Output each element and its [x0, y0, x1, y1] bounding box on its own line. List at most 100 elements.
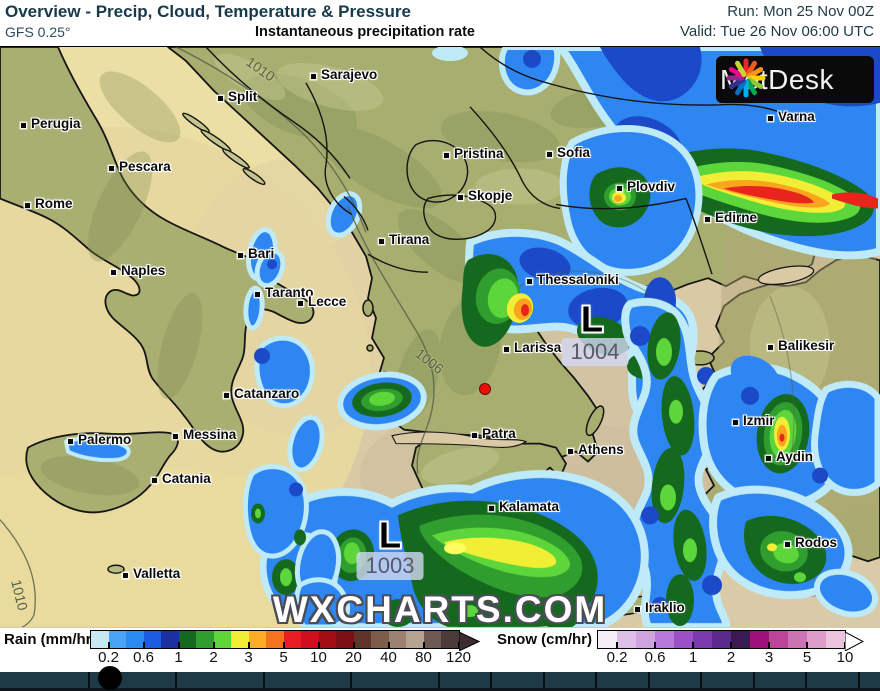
city-label: Aydin: [776, 449, 813, 464]
city-label: Plovdiv: [627, 179, 676, 194]
timeline-step-divider[interactable]: [700, 672, 702, 688]
legend-tick-label: 1: [688, 649, 698, 666]
page-title: Overview - Precip, Cloud, Temperature & …: [5, 2, 411, 21]
legend-tick: [806, 642, 808, 648]
timeline-step-divider[interactable]: [175, 672, 177, 688]
model-label: GFS 0.25°: [5, 24, 71, 40]
legend-tick: [654, 642, 656, 648]
legend-color-band: [108, 631, 126, 648]
legend-color-band: [807, 631, 826, 648]
legend-tick: [768, 642, 770, 648]
city-dot-icon: [68, 439, 73, 444]
weather-map[interactable]: Perugia Pescara Rome Split Sarajevo Pristina S…: [0, 46, 880, 630]
timeline-step-divider[interactable]: [805, 672, 807, 688]
city-label: Rome: [35, 196, 73, 211]
city-dot-icon: [298, 301, 303, 306]
city-label: Rodos: [795, 535, 837, 550]
legend-color-band: [91, 631, 109, 648]
timeline-step-divider[interactable]: [87, 672, 90, 688]
legend-tick: [387, 642, 390, 648]
city-dot-icon: [705, 217, 710, 222]
legend-tick-label: 10: [836, 649, 854, 666]
timeline-step-divider[interactable]: [857, 672, 860, 688]
timeline-step-divider[interactable]: [647, 672, 650, 688]
legend-tick-label: 0.6: [644, 649, 666, 666]
city-label: Valletta: [133, 566, 181, 581]
timeline-step-divider[interactable]: [752, 672, 755, 688]
timeline-step-divider[interactable]: [490, 672, 492, 688]
city-label: Athens: [578, 442, 624, 457]
legend-color-band: [674, 631, 693, 648]
city-dot-icon: [21, 123, 26, 128]
legend-tick: [352, 642, 355, 648]
city-dot-icon: [635, 607, 640, 612]
snow-legend-label: Snow (cm/hr): [497, 631, 593, 648]
timeline-knob[interactable]: [98, 666, 122, 690]
city-label: Skopje: [468, 188, 513, 203]
legend-color-band: [318, 631, 336, 648]
timeline-step-divider[interactable]: [542, 672, 545, 688]
legend-tick-label: 0.2: [606, 649, 628, 666]
legend-color-band: [231, 631, 249, 648]
city-label: Split: [228, 89, 258, 104]
legend-color-band: [266, 631, 284, 648]
legend-tick-label: 3: [244, 649, 253, 666]
legend-color-band: [301, 631, 319, 648]
city-dot-icon: [238, 253, 243, 258]
legend-tick: [730, 642, 732, 648]
legend-tick-label: 20: [345, 649, 362, 666]
city-label: Sarajevo: [321, 67, 378, 82]
snow-color-bar: 0.2 0.6 1 2 3 5 10: [597, 630, 864, 666]
legend-tick-label: 120: [445, 649, 472, 666]
legend-tick: [422, 642, 425, 648]
city-label: Iraklio: [645, 600, 685, 615]
city-dot-icon: [733, 420, 738, 425]
city-dot-icon: [224, 393, 229, 398]
city-dot-icon: [489, 506, 494, 511]
city-dot-icon: [785, 542, 790, 547]
product-label: Instantaneous precipitation rate: [255, 24, 475, 40]
city-dot-icon: [568, 449, 573, 454]
legend-color-band: [371, 631, 389, 648]
city-label: Palermo: [78, 432, 132, 447]
timeline-step-divider[interactable]: [350, 672, 352, 688]
city-label: Lecce: [308, 294, 347, 309]
low-symbol: L: [581, 298, 603, 340]
map-svg: [0, 47, 880, 627]
legend-color-band: [143, 631, 161, 648]
legend-color-band: [693, 631, 712, 648]
legend-tick-label: 40: [380, 649, 397, 666]
city-label: Sofia: [557, 145, 591, 160]
valid-label: Valid: Tue 26 Nov 06:00 UTC: [680, 23, 874, 40]
city-label: Varna: [778, 109, 815, 124]
timeline-scrubber[interactable]: [0, 666, 880, 691]
city-label: Tirana: [389, 232, 430, 247]
city-dot-icon: [109, 166, 114, 171]
low-pressure-value: 1003: [356, 552, 424, 580]
timeline-step-divider[interactable]: [437, 672, 440, 688]
legend-tick: [247, 642, 250, 648]
legend-arrow-icon: [845, 632, 864, 651]
legend-color-band: [750, 631, 769, 648]
city-dot-icon: [547, 152, 552, 157]
legend-tick-label: 5: [279, 649, 288, 666]
timeline-step-divider[interactable]: [262, 672, 265, 688]
low-pressure-value: 1004: [561, 338, 629, 366]
legend-color-band: [388, 631, 406, 648]
city-label: Taranto: [265, 285, 314, 300]
metdesk-starburst-icon: [726, 58, 766, 98]
city-dot-icon: [768, 116, 773, 121]
legend-color-band: [731, 631, 750, 648]
city-dot-icon: [458, 195, 463, 200]
timeline-step-divider[interactable]: [595, 672, 597, 688]
legend-tick-label: 0.6: [133, 649, 154, 666]
city-label: Catanzaro: [234, 386, 300, 401]
city-label: Bari: [248, 246, 275, 261]
city-dot-icon: [152, 478, 157, 483]
city-dot-icon: [173, 434, 178, 439]
legend-tick-label: 5: [802, 649, 812, 666]
watermark: WXCHARTS.COM: [272, 589, 608, 630]
legend-color-band: [617, 631, 636, 648]
legend-color-band: [769, 631, 788, 648]
